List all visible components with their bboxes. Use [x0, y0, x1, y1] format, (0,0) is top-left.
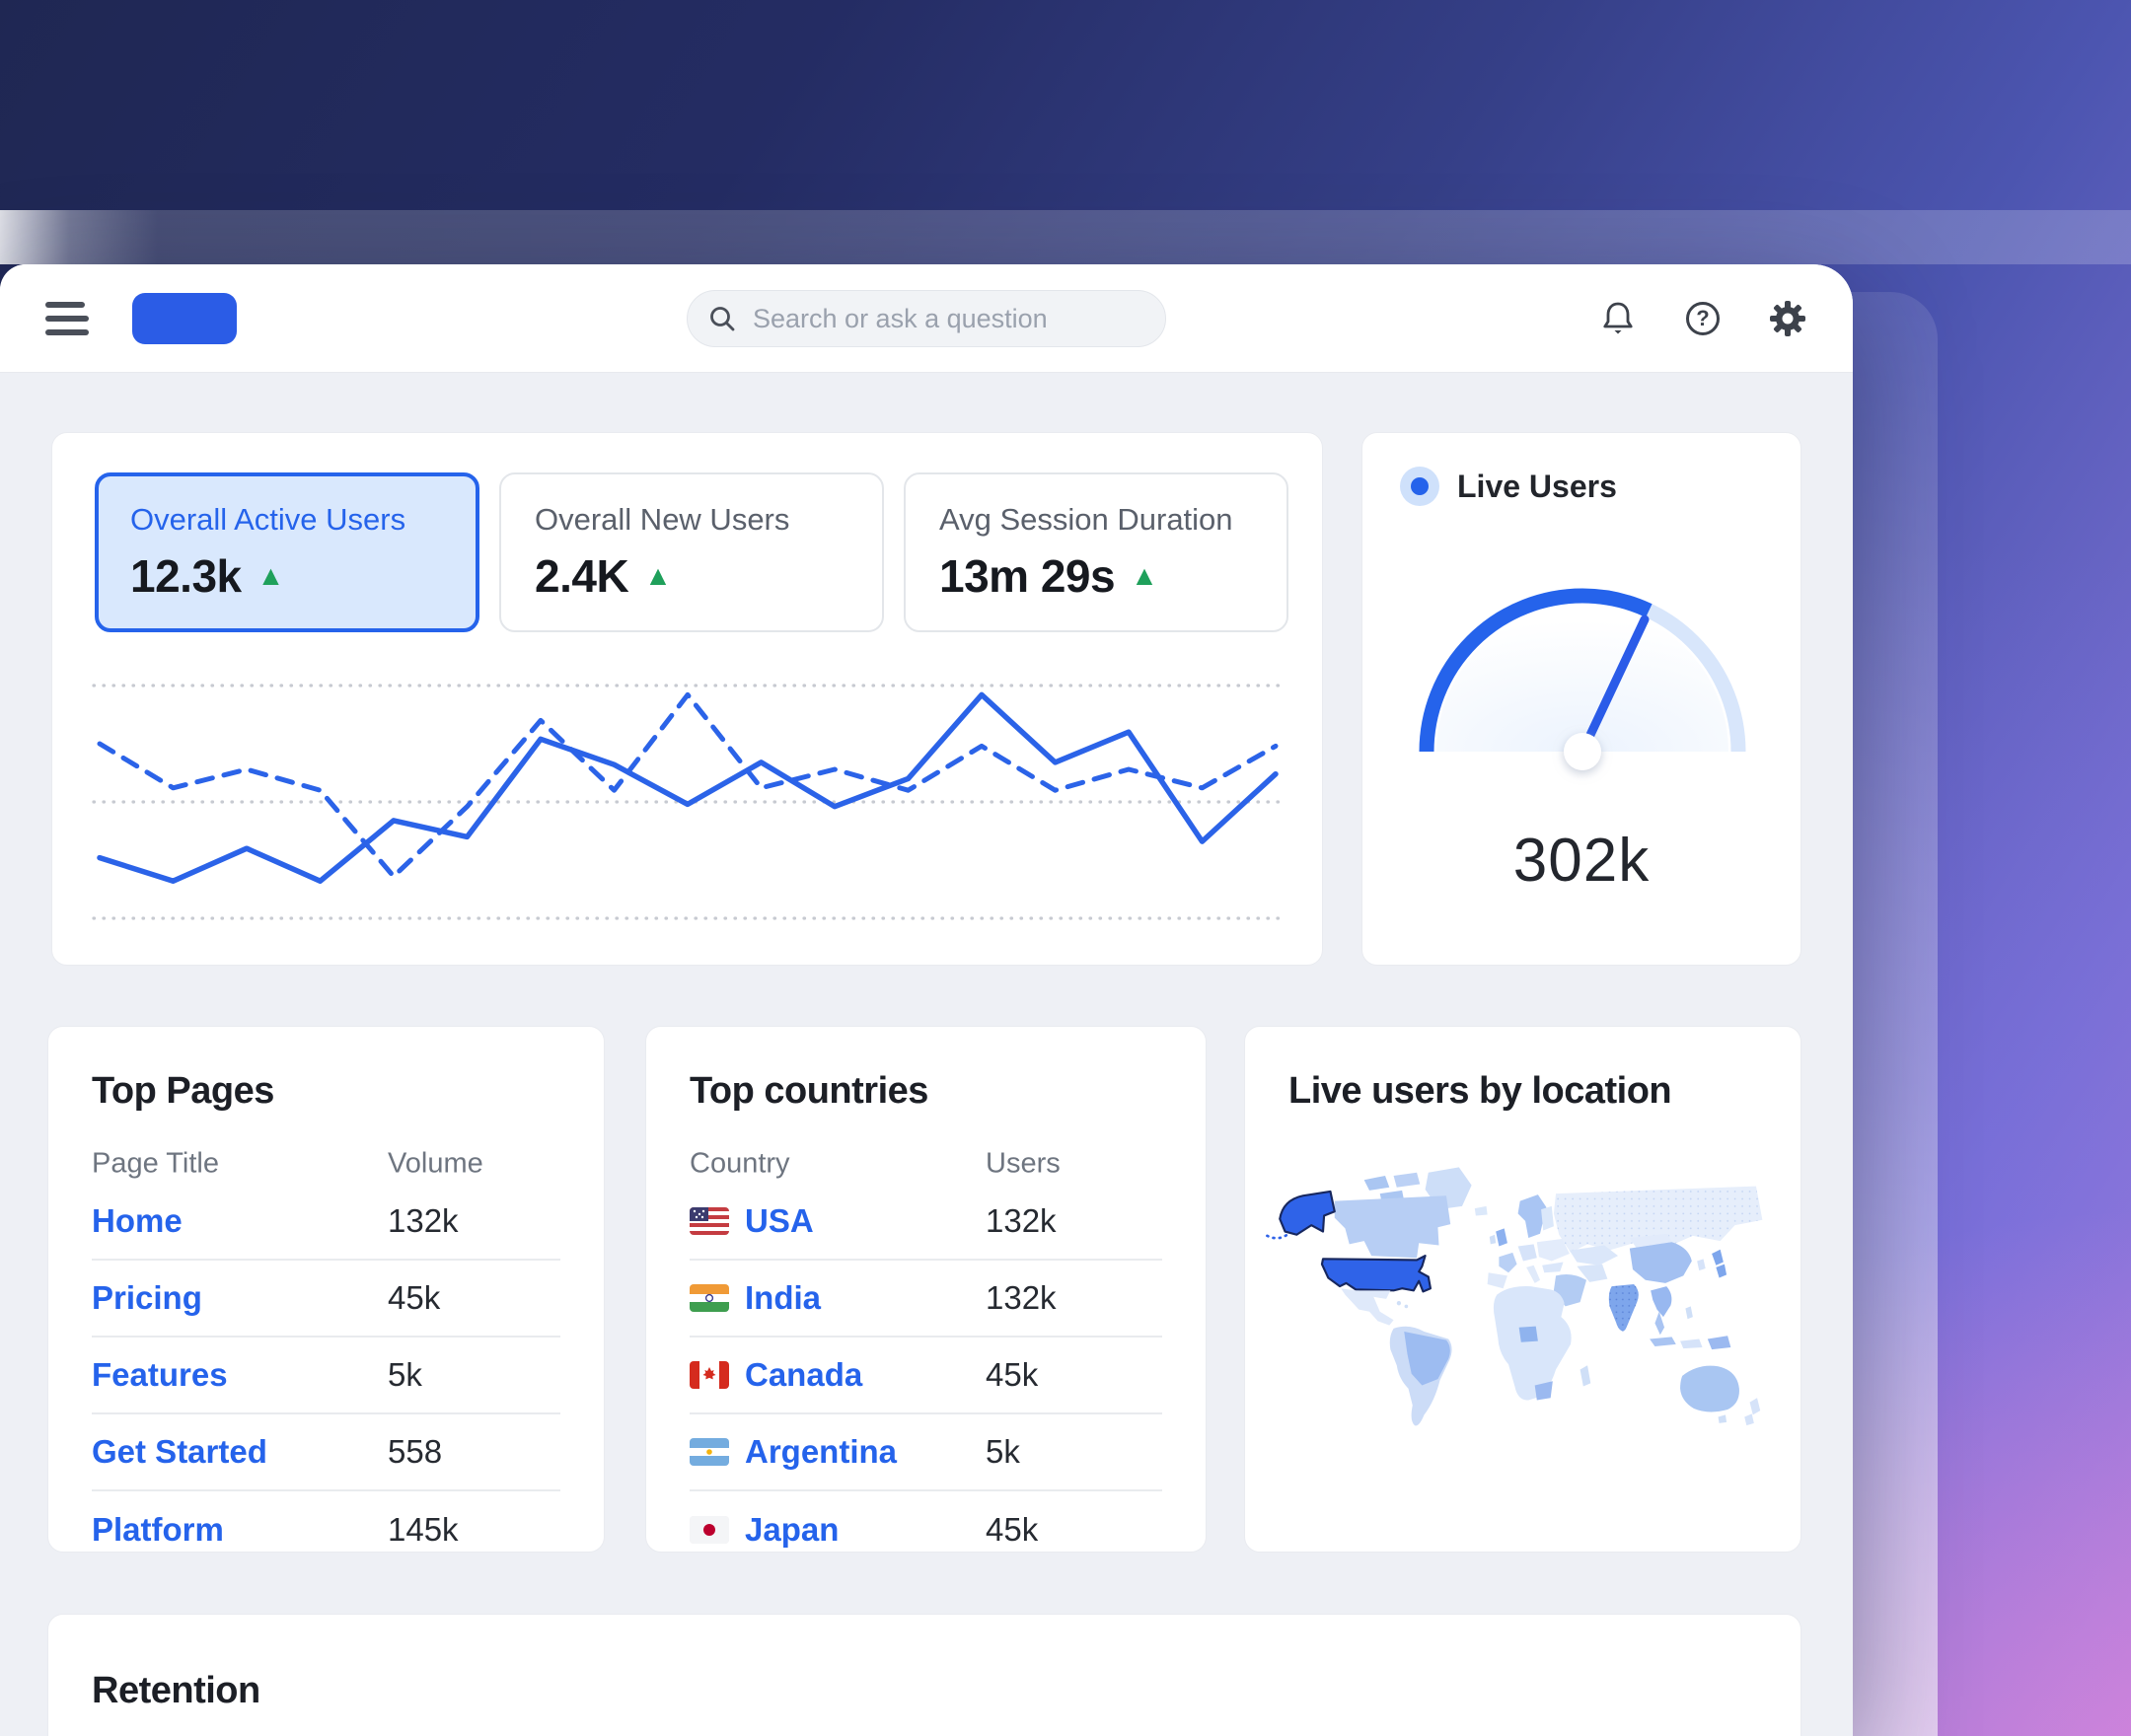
country-link-usa[interactable]: USA: [690, 1202, 814, 1240]
metric-label: Avg Session Duration: [939, 502, 1233, 537]
page-link-get-started[interactable]: Get Started: [92, 1433, 267, 1470]
table-row: Get Started 558: [92, 1414, 560, 1491]
world-map: [1266, 1167, 1763, 1426]
page-volume: 5k: [388, 1356, 422, 1393]
live-users-map-card: Live users by location: [1244, 1026, 1801, 1553]
search-icon: [710, 307, 735, 331]
dashboard-content: Overall Active Users 12.3k ▲ Overall New…: [0, 374, 1853, 1736]
live-users-legend: Live Users: [1400, 467, 1617, 506]
metric-value: 13m 29s: [939, 550, 1116, 602]
trend-up-icon: ▲: [257, 560, 285, 591]
metric-tile-new-users[interactable]: Overall New Users 2.4K ▲: [499, 472, 884, 632]
card-title: Live users by location: [1288, 1070, 1672, 1112]
column-header: Users: [986, 1147, 1061, 1180]
gear-icon[interactable]: [1768, 299, 1807, 338]
country-link-argentina[interactable]: Argentina: [690, 1433, 897, 1471]
table-row: Home 132k: [92, 1184, 560, 1261]
help-icon[interactable]: ?: [1683, 299, 1723, 338]
page-volume: 558: [388, 1433, 443, 1470]
table-row: Argentina 5k: [690, 1414, 1162, 1491]
metric-value: 12.3k: [130, 550, 242, 602]
country-users: 132k: [986, 1279, 1057, 1316]
country-link-japan[interactable]: Japan: [690, 1511, 839, 1549]
search-bar[interactable]: [687, 290, 1166, 347]
trend-up-icon: ▲: [1131, 560, 1158, 591]
page-link-home[interactable]: Home: [92, 1202, 183, 1239]
header-actions: ?: [1598, 299, 1807, 338]
page-volume: 145k: [388, 1511, 459, 1548]
metric-value: 2.4K: [535, 550, 629, 602]
column-header: Country: [690, 1147, 790, 1180]
page-volume: 132k: [388, 1202, 459, 1239]
search-input[interactable]: [753, 303, 1145, 334]
hamburger-menu-button[interactable]: [45, 301, 91, 335]
metric-label: Overall New Users: [535, 502, 790, 537]
card-title: Retention: [92, 1670, 260, 1711]
country-link-canada[interactable]: Canada: [690, 1356, 862, 1394]
usa-flag-icon: [690, 1207, 729, 1235]
india-flag-icon: [690, 1284, 729, 1312]
canada-flag-icon: [690, 1361, 729, 1389]
overview-card: Overall Active Users 12.3k ▲ Overall New…: [51, 432, 1323, 966]
table-row: India 132k: [690, 1261, 1162, 1338]
table-row: Features 5k: [92, 1338, 560, 1414]
legend-dot-icon: [1400, 467, 1439, 506]
legend-label: Live Users: [1457, 468, 1617, 504]
bell-icon[interactable]: [1598, 299, 1638, 338]
retention-card: Retention: [47, 1614, 1801, 1736]
card-title: Top Pages: [92, 1070, 274, 1112]
app-header: ?: [0, 264, 1853, 373]
table-row: Pricing 45k: [92, 1261, 560, 1338]
table-row: Canada 45k: [690, 1338, 1162, 1414]
metric-tile-session-duration[interactable]: Avg Session Duration 13m 29s ▲: [904, 472, 1288, 632]
country-users: 45k: [986, 1511, 1039, 1548]
table-header: Page Title Volume: [92, 1144, 560, 1184]
country-users: 132k: [986, 1202, 1057, 1239]
page-volume: 45k: [388, 1279, 441, 1316]
table-row: USA 132k: [690, 1184, 1162, 1261]
metric-tiles: Overall Active Users 12.3k ▲ Overall New…: [95, 472, 1288, 632]
page-link-features[interactable]: Features: [92, 1356, 228, 1393]
metric-tile-active-users[interactable]: Overall Active Users 12.3k ▲: [95, 472, 479, 632]
live-users-value: 302k: [1512, 827, 1651, 895]
column-header: Volume: [388, 1147, 483, 1180]
app-window: ?: [0, 264, 1853, 1736]
page-link-pricing[interactable]: Pricing: [92, 1279, 202, 1316]
table-header: Country Users: [690, 1144, 1162, 1184]
table-row: Platform 145k: [92, 1491, 560, 1568]
page-link-platform[interactable]: Platform: [92, 1511, 224, 1548]
live-users-gauge: [1419, 588, 1746, 770]
country-users: 5k: [986, 1433, 1020, 1470]
app-logo[interactable]: [132, 292, 237, 344]
live-users-card: Live Users 302k: [1361, 432, 1801, 966]
glass-strip: [0, 210, 2131, 264]
country-link-india[interactable]: India: [690, 1279, 821, 1317]
japan-flag-icon: [690, 1516, 729, 1544]
trend-up-icon: ▲: [644, 560, 672, 591]
card-title: Top countries: [690, 1070, 928, 1112]
column-header: Page Title: [92, 1147, 219, 1180]
metric-label: Overall Active Users: [130, 502, 406, 537]
top-countries-card: Top countries Country Users: [645, 1026, 1207, 1553]
country-users: 45k: [986, 1356, 1039, 1393]
trend-line-chart: [92, 684, 1284, 920]
table-row: Japan 45k: [690, 1491, 1162, 1568]
top-pages-card: Top Pages Page Title Volume Home 132k Pr…: [47, 1026, 605, 1553]
argentina-flag-icon: [690, 1438, 729, 1466]
